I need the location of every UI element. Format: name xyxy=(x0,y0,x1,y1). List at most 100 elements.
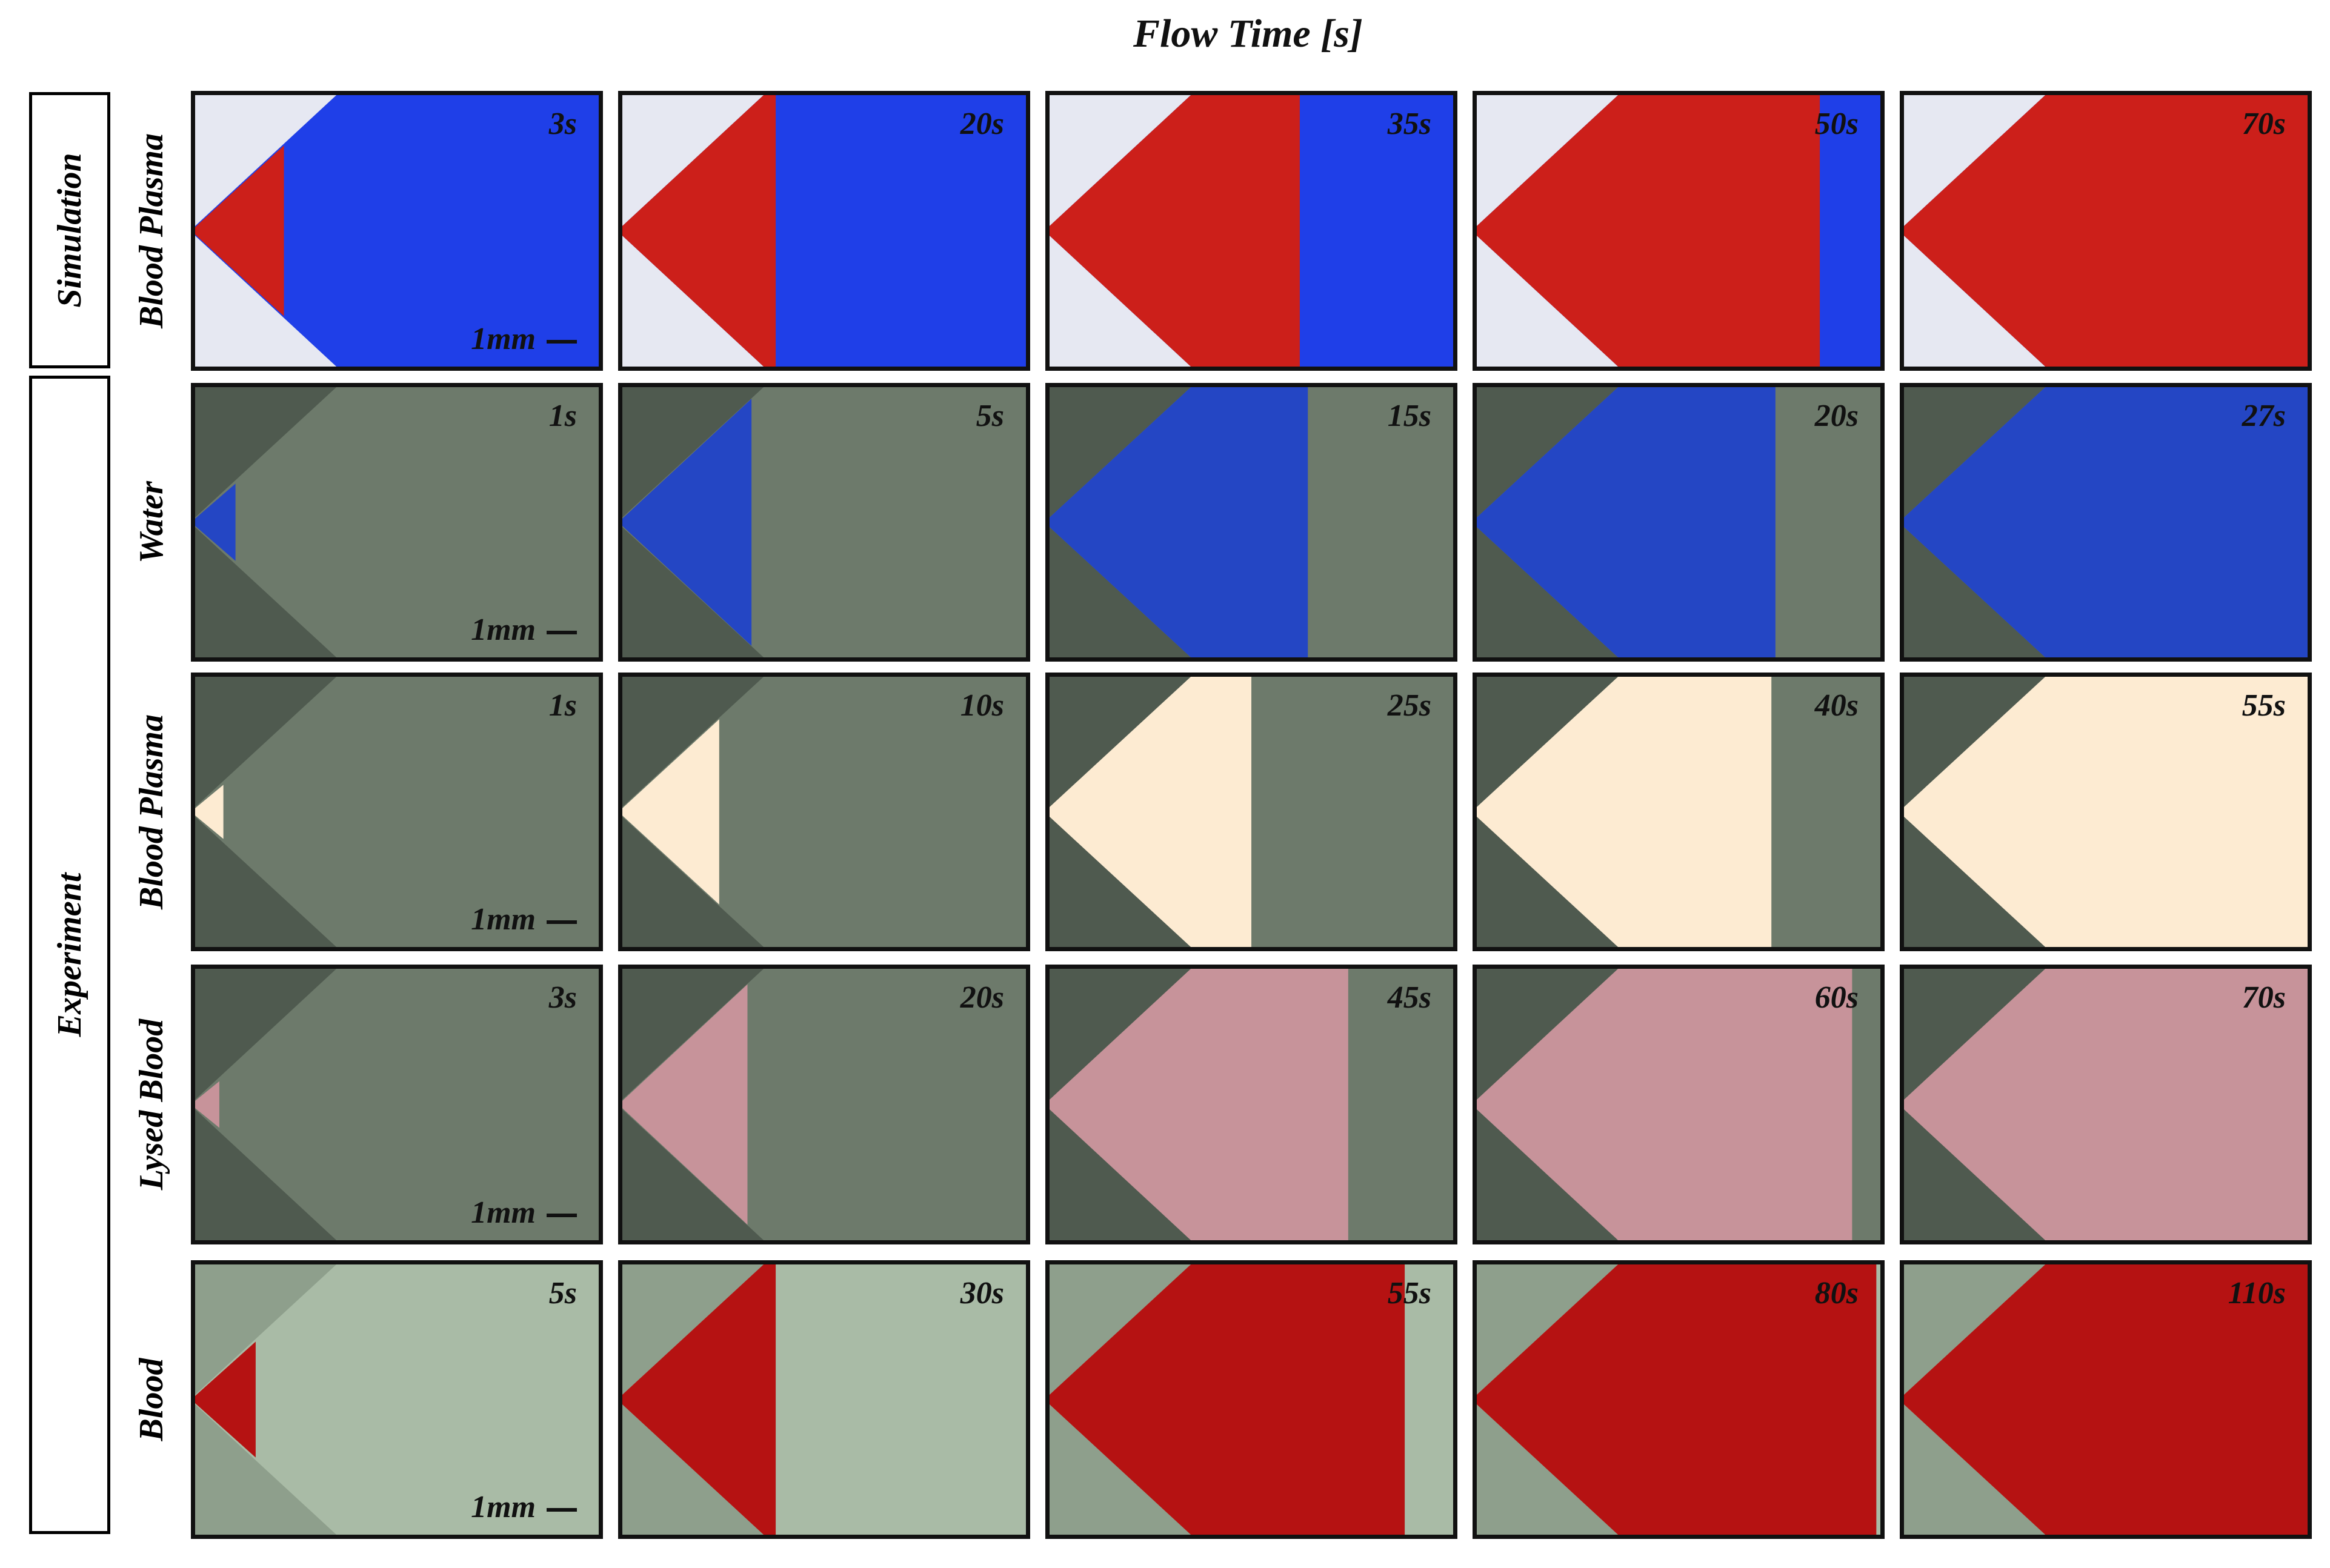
chamber xyxy=(195,677,599,947)
flow-diagram xyxy=(622,969,1026,1240)
flow-diagram xyxy=(1904,677,2308,947)
fluid-region xyxy=(1050,95,1300,367)
fluid-region xyxy=(1904,95,2308,367)
flow-diagram xyxy=(1050,387,1453,657)
figure-title: Flow Time [s] xyxy=(1133,12,1363,56)
time-label: 80s xyxy=(1814,1276,1859,1311)
experiment-group-label: Experiment xyxy=(29,376,110,1534)
fluid-region xyxy=(1477,677,1772,947)
flow-diagram xyxy=(1477,1264,1880,1535)
scale-bar-line xyxy=(547,1214,577,1218)
time-label: 10s xyxy=(960,688,1004,723)
flow-diagram xyxy=(622,677,1026,947)
scale-bar-line xyxy=(547,340,577,344)
flow-diagram xyxy=(1050,677,1453,947)
flow-diagram xyxy=(195,387,599,657)
chamber xyxy=(622,677,1026,947)
row-label-text: Blood Plasma xyxy=(133,133,170,329)
fluid-region xyxy=(1050,387,1308,657)
flow-diagram xyxy=(195,1264,599,1535)
flow-diagram xyxy=(195,95,599,367)
row-label: Blood Plasma xyxy=(115,91,188,371)
flow-panel: 5s 1mm xyxy=(191,1260,603,1539)
flow-diagram xyxy=(1904,1264,2308,1535)
fluid-region xyxy=(1050,1264,1405,1535)
flow-diagram xyxy=(1050,1264,1453,1535)
fluid-region xyxy=(195,145,284,316)
flow-panel: 60s xyxy=(1473,965,1885,1244)
time-label: 35s xyxy=(1387,107,1431,141)
fluid-region xyxy=(1050,969,1348,1240)
flow-diagram xyxy=(1477,387,1880,657)
row-label-text: Water xyxy=(133,481,170,563)
scale-bar-line xyxy=(547,920,577,925)
time-label: 55s xyxy=(1387,1276,1431,1311)
scale-label: 1mm xyxy=(471,1490,536,1524)
flow-panel: 20s xyxy=(1473,383,1885,662)
time-label: 70s xyxy=(2242,980,2286,1015)
experiment-label-text: Experiment xyxy=(51,872,88,1037)
flow-panel: 27s xyxy=(1900,383,2312,662)
row-label-text: Lysed Blood xyxy=(133,1018,170,1191)
flow-panel: 20s xyxy=(618,965,1030,1244)
fluid-region xyxy=(622,719,719,905)
fluid-region xyxy=(195,483,236,561)
scale-bar-line xyxy=(547,631,577,635)
flow-panel: 30s xyxy=(618,1260,1030,1539)
flow-panel: 35s xyxy=(1045,91,1457,371)
fluid-region xyxy=(195,1341,256,1458)
scale-label: 1mm xyxy=(471,902,536,937)
time-label: 30s xyxy=(960,1276,1004,1311)
time-label: 27s xyxy=(2242,399,2286,433)
flow-diagram xyxy=(1050,95,1453,367)
row-label-text: Blood xyxy=(133,1358,170,1441)
chamber xyxy=(195,1264,599,1535)
chamber xyxy=(195,387,599,657)
row-label: Blood xyxy=(115,1260,188,1539)
time-label: 25s xyxy=(1387,688,1431,723)
scale-label: 1mm xyxy=(471,322,536,356)
flow-panel: 55s xyxy=(1045,1260,1457,1539)
row-label: Lysed Blood xyxy=(115,965,188,1244)
flow-panel: 3s 1mm xyxy=(191,91,603,371)
scale-bar-line xyxy=(547,1508,577,1512)
flow-diagram xyxy=(1477,95,1880,367)
chamber xyxy=(195,969,599,1240)
time-label: 70s xyxy=(2242,107,2286,141)
time-label: 55s xyxy=(2242,688,2286,723)
time-label: 20s xyxy=(1814,399,1859,433)
fluid-region xyxy=(622,984,748,1225)
flow-panel: 70s xyxy=(1900,91,2312,371)
simulation-label-text: Simulation xyxy=(51,153,88,308)
fluid-region xyxy=(1904,1264,2308,1535)
fluid-region xyxy=(622,399,752,646)
fluid-region xyxy=(622,95,776,367)
time-label: 15s xyxy=(1387,399,1431,433)
flow-diagram xyxy=(1904,969,2308,1240)
flow-panel: 15s xyxy=(1045,383,1457,662)
time-label: 60s xyxy=(1814,980,1859,1015)
flow-diagram xyxy=(622,95,1026,367)
flow-panel: 70s xyxy=(1900,965,2312,1244)
flow-diagram xyxy=(1904,95,2308,367)
fluid-region xyxy=(1904,677,2308,947)
row-label-text: Blood Plasma xyxy=(133,714,170,910)
scale-bar: 1mm xyxy=(471,321,577,357)
flow-diagram xyxy=(195,677,599,947)
fluid-region xyxy=(1050,677,1251,947)
fluid-region xyxy=(1904,387,2308,657)
scale-label: 1mm xyxy=(471,613,536,647)
flow-panel: 1s 1mm xyxy=(191,673,603,951)
flow-panel: 110s xyxy=(1900,1260,2312,1539)
flow-diagram xyxy=(1904,387,2308,657)
flow-panel: 20s xyxy=(618,91,1030,371)
flow-panel: 50s xyxy=(1473,91,1885,371)
flow-panel: 5s xyxy=(618,383,1030,662)
flow-panel: 25s xyxy=(1045,673,1457,951)
flow-panel: 80s xyxy=(1473,1260,1885,1539)
flow-diagram xyxy=(1477,969,1880,1240)
time-label: 45s xyxy=(1387,980,1431,1015)
time-label: 20s xyxy=(960,980,1004,1015)
simulation-group-label: Simulation xyxy=(29,92,110,368)
flow-diagram xyxy=(622,387,1026,657)
